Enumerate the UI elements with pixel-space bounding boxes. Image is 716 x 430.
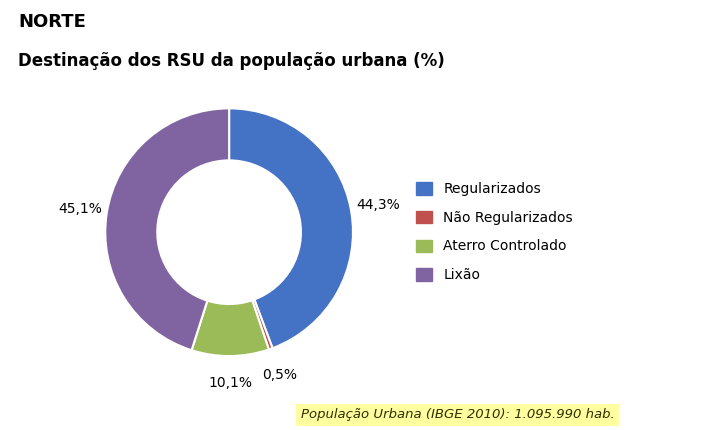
Wedge shape xyxy=(105,108,229,350)
Wedge shape xyxy=(229,108,353,348)
Wedge shape xyxy=(252,299,273,350)
Text: Destinação dos RSU da população urbana (%): Destinação dos RSU da população urbana (… xyxy=(18,52,445,70)
Wedge shape xyxy=(192,300,269,356)
Text: NORTE: NORTE xyxy=(18,13,86,31)
Text: 10,1%: 10,1% xyxy=(208,376,253,390)
Legend: Regularizados, Não Regularizados, Aterro Controlado, Lixão: Regularizados, Não Regularizados, Aterro… xyxy=(415,182,573,282)
Text: 44,3%: 44,3% xyxy=(356,198,400,212)
Text: 0,5%: 0,5% xyxy=(262,368,297,381)
Text: População Urbana (IBGE 2010): 1.095.990 hab.: População Urbana (IBGE 2010): 1.095.990 … xyxy=(301,408,614,421)
Text: 45,1%: 45,1% xyxy=(58,202,102,216)
